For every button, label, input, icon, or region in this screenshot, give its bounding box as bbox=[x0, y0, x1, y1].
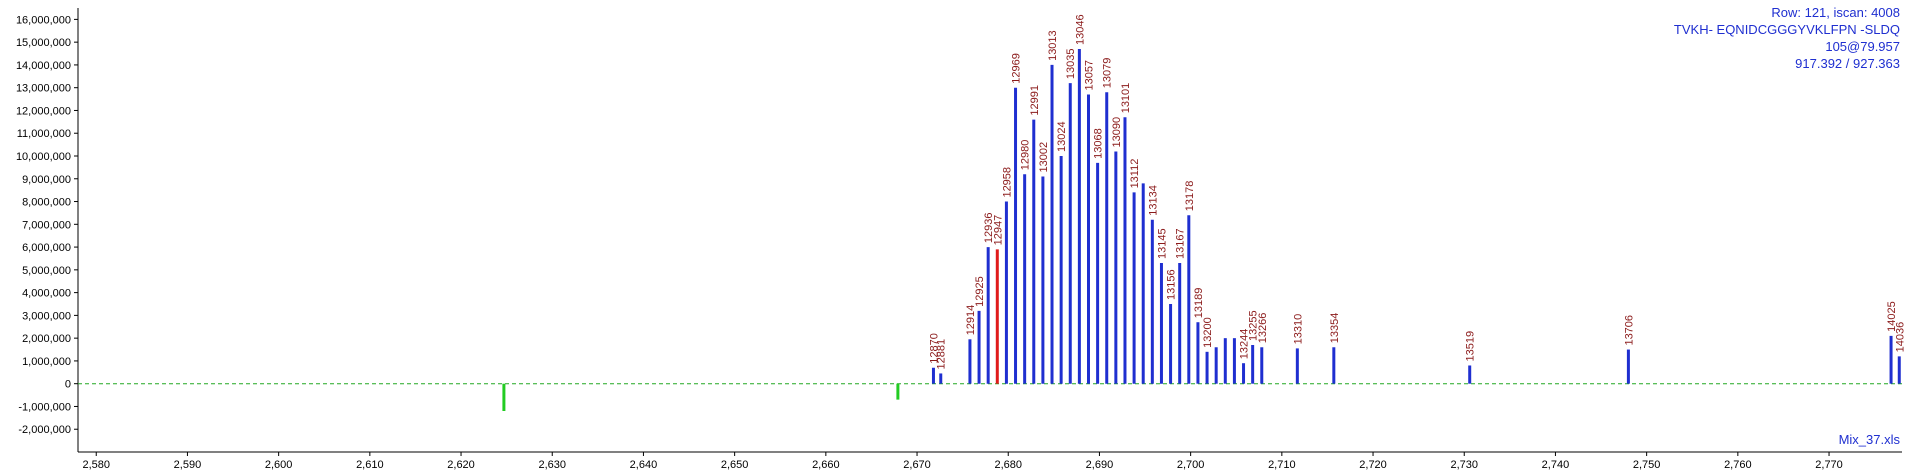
charge-time-text: 105@79.957 bbox=[1825, 39, 1900, 54]
peak-label: 13057 bbox=[1083, 60, 1095, 91]
peak-label: 13519 bbox=[1465, 331, 1477, 362]
x-tick-label: 2,730 bbox=[1450, 459, 1478, 471]
row-scan-text: Row: 121, iscan: 4008 bbox=[1771, 5, 1900, 20]
y-tick-label: 14,000,000 bbox=[16, 60, 71, 72]
y-tick-label: 2,000,000 bbox=[22, 333, 71, 345]
axes: -2,000,000 -1,000,000 0 1,000,000 2,000,000 3… bbox=[16, 8, 1902, 471]
x-tick-label: 2,700 bbox=[1177, 459, 1205, 471]
x-tick-label: 2,670 bbox=[903, 459, 931, 471]
peak-label: 13079 bbox=[1102, 58, 1114, 89]
peak-label: 13145 bbox=[1156, 228, 1168, 259]
y-tick-label: 11,000,000 bbox=[17, 128, 71, 140]
peak-label: 12914 bbox=[965, 305, 977, 336]
x-tick-label: 2,610 bbox=[356, 459, 384, 471]
peak-label: 13167 bbox=[1175, 228, 1187, 259]
y-tick-label: -1,000,000 bbox=[18, 401, 71, 413]
peak-label: 13024 bbox=[1056, 121, 1068, 152]
peak-label: 12925 bbox=[974, 276, 986, 307]
x-tick-label: 2,710 bbox=[1268, 459, 1296, 471]
peak-label: 12980 bbox=[1020, 140, 1032, 171]
x-tick-label: 2,640 bbox=[630, 459, 658, 471]
peak-label: 13101 bbox=[1120, 83, 1132, 114]
y-tick-label: -2,000,000 bbox=[18, 424, 71, 436]
y-tick-label: 12,000,000 bbox=[16, 105, 71, 117]
peak-label: 12991 bbox=[1029, 85, 1041, 116]
x-tick-label: 2,650 bbox=[721, 459, 749, 471]
y-tick-label: 15,000,000 bbox=[16, 37, 71, 49]
y-tick-label: 5,000,000 bbox=[22, 265, 71, 277]
scan-info-panel: Row: 121, iscan: 4008 TVKH- EQNIDCGGGYVK… bbox=[1674, 4, 1900, 72]
peak-label: 12969 bbox=[1011, 53, 1023, 84]
y-tick-label: 4,000,000 bbox=[22, 288, 71, 300]
peak-label: 12947 bbox=[992, 215, 1004, 246]
peak-label: 14036 bbox=[1894, 322, 1906, 353]
peak-label: 13255 bbox=[1248, 310, 1260, 341]
y-tick-label: 3,000,000 bbox=[22, 310, 71, 322]
y-tick-label: 8,000,000 bbox=[22, 197, 71, 209]
x-tick-label: 2,590 bbox=[174, 459, 202, 471]
peak-label: 13068 bbox=[1093, 128, 1105, 159]
x-tick-label: 2,620 bbox=[447, 459, 475, 471]
peak-label: 12870 bbox=[928, 333, 940, 364]
x-tick-label: 2,660 bbox=[812, 459, 840, 471]
peak-label: 13706 bbox=[1623, 315, 1635, 346]
peak-label: 12881 bbox=[936, 339, 948, 370]
file-name-label: Mix_37.xls bbox=[1838, 432, 1900, 447]
peak-label: 13002 bbox=[1038, 142, 1050, 173]
x-tick-label: 2,760 bbox=[1724, 459, 1752, 471]
x-tick-label: 2,740 bbox=[1542, 459, 1570, 471]
x-tick-label: 2,750 bbox=[1633, 459, 1661, 471]
y-tick-label: 13,000,000 bbox=[16, 83, 71, 95]
x-tick-label: 2,600 bbox=[265, 459, 293, 471]
y-tick-label: 16,000,000 bbox=[16, 14, 71, 26]
peak-bars bbox=[502, 48, 1901, 412]
y-tick-label: 6,000,000 bbox=[22, 242, 71, 254]
x-tick-label: 2,720 bbox=[1359, 459, 1387, 471]
x-tick-label: 2,630 bbox=[538, 459, 566, 471]
peak-label: 13112 bbox=[1129, 159, 1141, 189]
x-tick-label: 2,580 bbox=[82, 459, 110, 471]
y-tick-label: 10,000,000 bbox=[16, 151, 71, 163]
y-tick-label: 7,000,000 bbox=[22, 219, 71, 231]
peak-label: 13244 bbox=[1239, 329, 1251, 360]
peak-label: 12936 bbox=[983, 212, 995, 243]
peak-label: 13035 bbox=[1065, 49, 1077, 80]
peak-label: 13178 bbox=[1184, 181, 1196, 212]
peak-label: 13189 bbox=[1193, 288, 1205, 319]
x-tick-label: 2,690 bbox=[1086, 459, 1114, 471]
mz-text: 917.392 / 927.363 bbox=[1795, 56, 1900, 71]
peak-label: 13013 bbox=[1047, 30, 1059, 61]
y-tick-label: 9,000,000 bbox=[22, 174, 71, 186]
x-tick-label: 2,770 bbox=[1815, 459, 1843, 471]
peak-label: 13046 bbox=[1074, 14, 1086, 45]
peak-label: 13354 bbox=[1329, 313, 1341, 344]
peak-label: 13090 bbox=[1111, 117, 1123, 148]
peak-label: 13156 bbox=[1166, 269, 1178, 300]
y-tick-label: 1,000,000 bbox=[22, 356, 71, 368]
peak-label: 13266 bbox=[1257, 313, 1269, 344]
peak-label: 13200 bbox=[1202, 317, 1214, 348]
peak-label: 14025 bbox=[1886, 301, 1898, 332]
sequence-text: TVKH- EQNIDCGGGYVKLFPN -SLDQ bbox=[1673, 22, 1900, 37]
y-tick-label: 0 bbox=[65, 379, 71, 391]
peak-label: 13310 bbox=[1292, 314, 1304, 345]
peak-label: 13134 bbox=[1147, 185, 1159, 216]
peak-label: 12958 bbox=[1001, 167, 1013, 198]
x-tick-label: 2,680 bbox=[994, 459, 1022, 471]
